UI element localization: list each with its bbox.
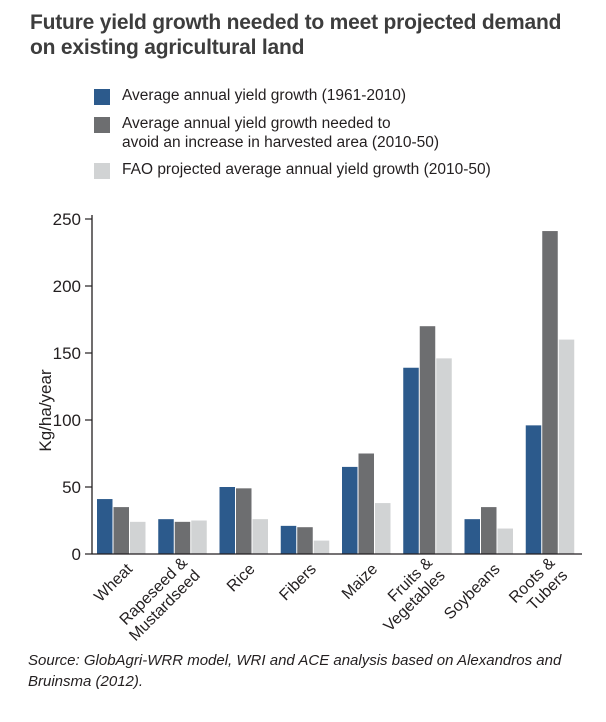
y-tick-label: 250 xyxy=(53,210,81,229)
bar-7-2 xyxy=(558,339,575,554)
bar-6-2 xyxy=(497,528,513,554)
x-tick-label-line: Rice xyxy=(224,561,259,596)
bar-0-0 xyxy=(97,499,113,554)
legend-label-needed-line2: avoid an increase in harvested area (201… xyxy=(122,134,440,151)
bar-7-1 xyxy=(542,231,558,554)
bar-2-0 xyxy=(219,487,235,554)
bar-3-2 xyxy=(313,540,330,554)
bar-7-0 xyxy=(525,425,542,554)
bar-6-0 xyxy=(464,519,480,554)
bar-2-1 xyxy=(236,488,252,554)
bar-6-1 xyxy=(481,507,497,554)
bar-1-2 xyxy=(191,520,207,554)
x-tick-label: Wheat xyxy=(91,560,136,605)
bar-5-1 xyxy=(419,326,436,554)
x-tick-label-line: Fibers xyxy=(276,561,319,604)
legend-label-historical: Average annual yield growth (1961-2010) xyxy=(122,87,407,104)
y-axis-label: Kg/ha/year xyxy=(36,369,55,452)
x-tick-label: Maize xyxy=(339,561,381,603)
x-tick-label-line: Maize xyxy=(339,561,381,603)
legend-swatch-projected xyxy=(94,163,110,179)
y-tick-label: 150 xyxy=(53,344,81,363)
legend-item-needed: Average annual yield growth needed to av… xyxy=(94,114,574,152)
x-tick-label: Fruits &Vegetables xyxy=(368,554,449,635)
legend-label-needed-line1: Average annual yield growth needed to xyxy=(122,115,391,132)
bar-1-0 xyxy=(158,519,174,554)
x-tick-label-line: Soybeans xyxy=(441,561,503,623)
bar-1-1 xyxy=(174,521,191,554)
source-note: Source: GlobAgri-WRR model, WRI and ACE … xyxy=(28,652,562,690)
y-tick-label: 200 xyxy=(53,277,81,296)
bar-5-0 xyxy=(403,367,419,554)
bar-5-2 xyxy=(436,358,452,554)
bar-4-0 xyxy=(342,466,358,554)
x-tick-label-line: Wheat xyxy=(91,560,136,605)
bar-3-0 xyxy=(280,525,297,554)
bar-4-2 xyxy=(375,503,391,554)
legend-label-projected: FAO projected average annual yield growt… xyxy=(122,161,491,178)
bar-0-1 xyxy=(113,507,129,554)
legend-item-projected: FAO projected average annual yield growt… xyxy=(94,160,574,179)
bar-3-1 xyxy=(297,527,313,554)
x-tick-label: Roots &Tubers xyxy=(506,554,571,619)
x-tick-label: Soybeans xyxy=(441,561,503,623)
bar-4-1 xyxy=(358,453,374,554)
chart-title: Future yield growth needed to meet proje… xyxy=(30,11,562,59)
legend-item-historical: Average annual yield growth (1961-2010) xyxy=(94,86,574,105)
x-tick-label: Fibers xyxy=(276,561,319,604)
legend-swatch-historical xyxy=(94,89,110,105)
y-tick-label: 0 xyxy=(72,545,81,564)
y-tick-label: 50 xyxy=(62,478,81,497)
y-tick-label: 100 xyxy=(53,411,81,430)
bar-2-2 xyxy=(252,519,268,554)
x-tick-label: Rice xyxy=(224,561,259,596)
legend: Average annual yield growth (1961-2010) … xyxy=(94,86,574,179)
legend-swatch-needed xyxy=(94,117,110,133)
bar-0-2 xyxy=(130,521,146,554)
